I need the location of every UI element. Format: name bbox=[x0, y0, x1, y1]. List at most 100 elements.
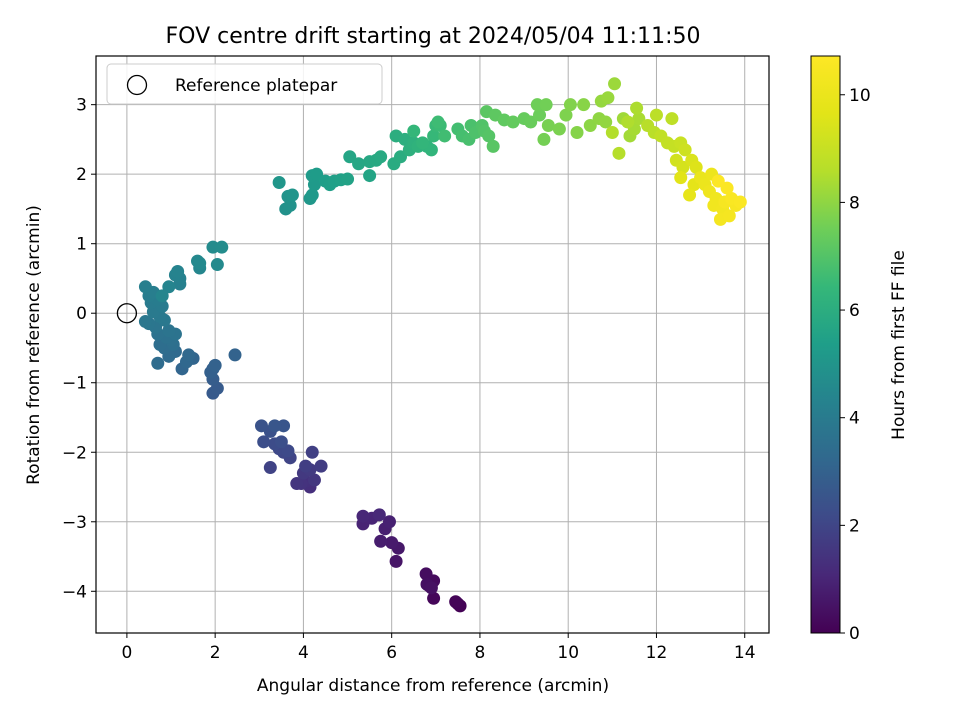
data-point bbox=[416, 136, 430, 150]
y-tick-label: 1 bbox=[76, 235, 87, 255]
data-point bbox=[678, 143, 692, 157]
data-point bbox=[138, 280, 152, 294]
data-point bbox=[570, 125, 584, 139]
data-point bbox=[665, 112, 679, 126]
data-point bbox=[541, 119, 555, 133]
data-point bbox=[711, 174, 725, 188]
data-point bbox=[274, 435, 288, 449]
data-point bbox=[427, 591, 441, 605]
legend-box bbox=[106, 63, 383, 105]
x-tick-label: 0 bbox=[121, 643, 132, 663]
data-point bbox=[215, 240, 229, 254]
x-axis: 0 2 4 6 8 10 12 14 bbox=[121, 633, 756, 663]
data-point bbox=[407, 124, 421, 138]
data-point bbox=[257, 435, 271, 449]
data-point bbox=[486, 139, 500, 153]
colorbar-ticks: 0 2 4 6 8 10 bbox=[840, 86, 871, 644]
data-point bbox=[341, 172, 355, 186]
data-point bbox=[193, 256, 207, 270]
data-point bbox=[372, 508, 386, 522]
data-point bbox=[524, 115, 538, 129]
data-point bbox=[431, 115, 445, 129]
data-point bbox=[374, 150, 388, 164]
data-point bbox=[601, 91, 615, 105]
data-point bbox=[155, 289, 169, 303]
data-point bbox=[305, 188, 319, 202]
data-point bbox=[305, 445, 319, 459]
data-point bbox=[559, 108, 573, 122]
data-point bbox=[552, 122, 566, 136]
x-tick-label: 12 bbox=[646, 643, 668, 663]
colorbar-tick-label: 6 bbox=[849, 301, 860, 321]
data-point bbox=[307, 473, 321, 487]
data-point bbox=[352, 157, 366, 171]
data-point bbox=[533, 108, 547, 122]
chart-title: FOV centre drift starting at 2024/05/04 … bbox=[166, 24, 701, 49]
data-point bbox=[394, 150, 408, 164]
data-point bbox=[285, 188, 299, 202]
y-tick-label: 2 bbox=[76, 165, 87, 185]
plot-frame bbox=[95, 55, 770, 634]
data-point bbox=[539, 98, 553, 112]
colorbar-label: Hours from first FF file bbox=[889, 250, 909, 440]
data-point bbox=[382, 515, 396, 529]
data-point bbox=[722, 209, 736, 223]
x-tick-label: 6 bbox=[386, 643, 397, 663]
legend-entry: Reference platepar bbox=[175, 76, 337, 96]
data-point bbox=[683, 188, 697, 202]
data-point bbox=[162, 280, 176, 294]
y-tick-label: 3 bbox=[76, 96, 87, 116]
data-point bbox=[299, 459, 313, 473]
data-point bbox=[563, 98, 577, 112]
data-point bbox=[537, 132, 551, 146]
data-point bbox=[374, 534, 388, 548]
colorbar: 0 2 4 6 8 10 Hours from first FF file bbox=[810, 55, 909, 644]
colorbar-tick-label: 4 bbox=[849, 409, 860, 429]
reference-marker bbox=[116, 303, 138, 324]
data-point bbox=[281, 444, 295, 458]
scatter-points bbox=[138, 77, 747, 613]
colorbar-tick-label: 2 bbox=[849, 516, 860, 536]
colorbar-tick-label: 8 bbox=[849, 193, 860, 213]
x-tick-label: 14 bbox=[734, 643, 756, 663]
x-tick-label: 4 bbox=[298, 643, 309, 663]
data-point bbox=[424, 143, 438, 157]
data-point bbox=[228, 348, 242, 362]
y-axis-label: Rotation from reference (arcmin) bbox=[24, 205, 44, 485]
data-point bbox=[733, 195, 747, 209]
data-point bbox=[608, 77, 622, 91]
y-tick-label: −4 bbox=[62, 582, 87, 602]
data-point bbox=[151, 356, 165, 370]
data-point bbox=[612, 146, 626, 160]
data-point bbox=[310, 167, 324, 181]
data-point bbox=[138, 315, 152, 329]
data-point bbox=[630, 101, 644, 115]
data-point bbox=[506, 115, 520, 129]
y-tick-label: −3 bbox=[62, 513, 87, 533]
data-point bbox=[438, 129, 452, 143]
data-point bbox=[674, 171, 688, 185]
y-tick-label: 0 bbox=[76, 304, 87, 324]
data-point bbox=[583, 119, 597, 133]
y-axis: −4 −3 −2 −1 0 1 2 3 bbox=[62, 96, 96, 602]
data-point bbox=[424, 581, 438, 595]
data-point bbox=[356, 509, 370, 523]
data-point bbox=[419, 567, 433, 581]
x-tick-label: 10 bbox=[557, 643, 579, 663]
legend: Reference platepar bbox=[106, 63, 383, 105]
data-point bbox=[182, 348, 196, 362]
data-point bbox=[720, 181, 734, 195]
data-point bbox=[389, 554, 403, 568]
data-point bbox=[676, 160, 690, 174]
data-point bbox=[482, 129, 496, 143]
data-point bbox=[577, 98, 591, 112]
data-point bbox=[272, 176, 286, 190]
data-point bbox=[427, 129, 441, 143]
colorbar-gradient bbox=[810, 55, 841, 634]
reference-point bbox=[116, 303, 138, 324]
data-point bbox=[210, 258, 224, 272]
data-point bbox=[649, 108, 663, 122]
data-point bbox=[599, 115, 613, 129]
data-point bbox=[254, 419, 268, 433]
